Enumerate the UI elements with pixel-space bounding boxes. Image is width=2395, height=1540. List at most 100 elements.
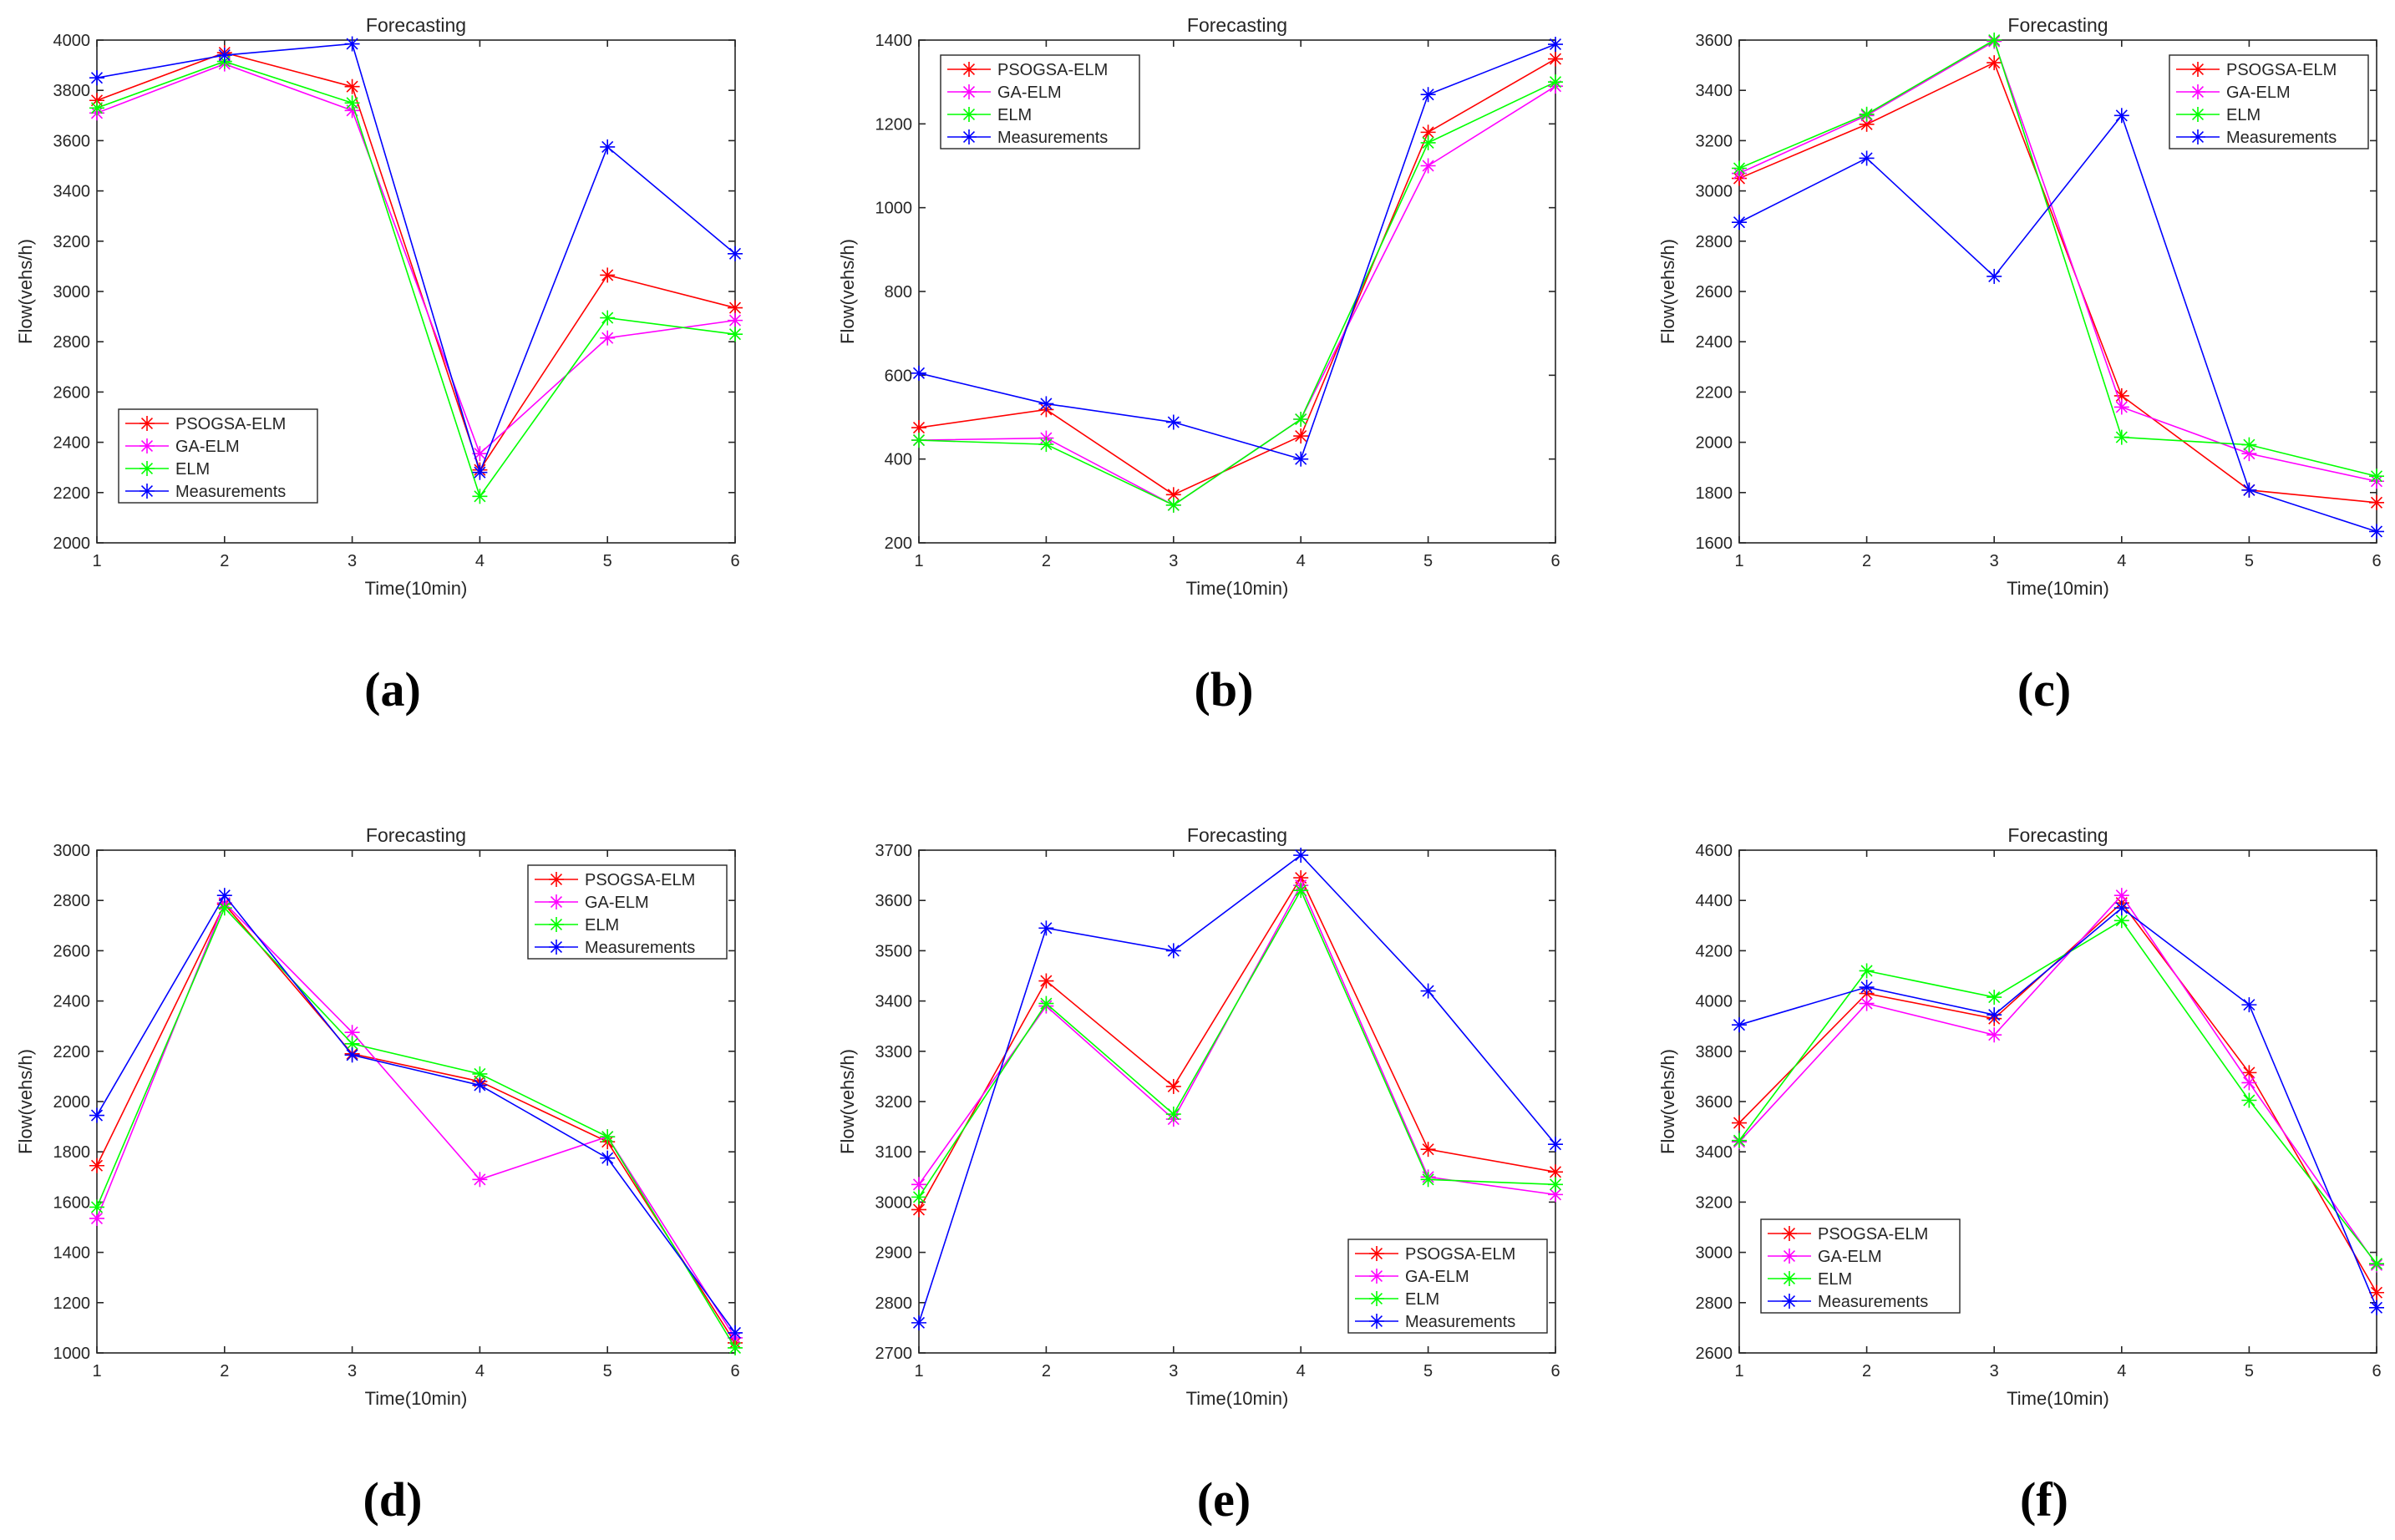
marker-stroke xyxy=(90,72,104,84)
legend-item: ELM xyxy=(2176,106,2261,124)
x-tick-label: 5 xyxy=(603,1362,612,1380)
legend-label: GA-ELM xyxy=(1405,1268,1469,1286)
y-tick-label: 1000 xyxy=(53,1345,91,1363)
series-ga-elm xyxy=(89,56,743,462)
data-point xyxy=(1293,412,1309,428)
x-tick-label: 4 xyxy=(475,1362,485,1380)
marker-stroke xyxy=(912,421,926,434)
y-axis-label: Flow(vehs/h) xyxy=(15,239,36,344)
marker-stroke xyxy=(2191,108,2205,121)
x-axis-label: Time(10min) xyxy=(2007,578,2109,599)
y-tick-label: 2800 xyxy=(875,1294,913,1313)
data-point xyxy=(1732,1132,1747,1148)
marker-stroke xyxy=(550,873,563,886)
legend-marker xyxy=(549,894,564,909)
data-point xyxy=(728,246,743,261)
data-point xyxy=(1732,215,1747,230)
y-axis-label: Flow(vehs/h) xyxy=(1657,239,1678,344)
marker-stroke xyxy=(1733,216,1746,229)
data-point xyxy=(344,36,360,52)
y-tick-label: 4200 xyxy=(1696,942,1733,960)
series-line xyxy=(918,889,1556,1198)
x-tick-label: 2 xyxy=(1042,1362,1051,1380)
data-point xyxy=(1859,150,1875,166)
chart-title: Forecasting xyxy=(1187,824,1287,846)
marker-stroke xyxy=(218,49,231,62)
marker-stroke xyxy=(2191,85,2205,99)
data-point xyxy=(600,330,616,346)
x-tick-label: 3 xyxy=(1169,1362,1178,1380)
marker-stroke xyxy=(601,1152,614,1164)
marker-stroke xyxy=(1783,1249,1796,1263)
marker-stroke xyxy=(218,902,231,914)
legend-marker xyxy=(1369,1314,1384,1329)
x-tick-label: 4 xyxy=(2117,1362,2126,1380)
data-point xyxy=(911,1315,926,1330)
legend-marker xyxy=(1782,1249,1797,1264)
data-point xyxy=(1038,920,1054,936)
series-line xyxy=(96,63,736,455)
x-tick-label: 5 xyxy=(1423,1362,1433,1380)
data-point xyxy=(2113,888,2129,904)
chart-title: Forecasting xyxy=(2007,824,2108,846)
marker-stroke xyxy=(1988,33,2001,47)
marker-stroke xyxy=(346,1049,358,1061)
y-tick-label: 3000 xyxy=(1696,1244,1733,1263)
marker-stroke xyxy=(1783,1272,1796,1285)
legend-item: GA-ELM xyxy=(1768,1248,1882,1266)
data-point xyxy=(89,1158,104,1173)
series-line xyxy=(1738,38,2377,478)
marker-stroke xyxy=(912,434,926,447)
marker-stroke xyxy=(1783,1227,1796,1240)
y-tick-label: 2800 xyxy=(1696,1294,1733,1313)
marker-stroke xyxy=(1422,126,1434,139)
x-tick-label: 3 xyxy=(1169,552,1178,570)
legend-label: Measurements xyxy=(585,939,695,957)
legend: PSOGSA-ELM GA-ELM ELM Measurements xyxy=(118,408,318,504)
legend-item: GA-ELM xyxy=(535,894,649,912)
legend-item: PSOGSA-ELM xyxy=(947,61,1108,79)
y-tick-label: 3600 xyxy=(875,892,913,910)
y-tick-label: 200 xyxy=(885,534,912,553)
series-measurements xyxy=(911,848,1563,1330)
marker-stroke xyxy=(962,108,976,121)
chart-title: Forecasting xyxy=(366,14,466,36)
data-point xyxy=(1548,1177,1563,1193)
data-point xyxy=(1165,1078,1181,1094)
x-tick-label: 5 xyxy=(2245,1362,2254,1380)
data-point xyxy=(2369,494,2384,510)
x-tick-label: 2 xyxy=(1862,1362,1871,1380)
panel-label: (a) xyxy=(364,662,421,717)
y-tick-label: 4000 xyxy=(1696,993,1733,1011)
y-tick-label: 2700 xyxy=(875,1345,913,1363)
y-tick-label: 1800 xyxy=(1696,484,1733,503)
legend-label: PSOGSA-ELM xyxy=(175,415,286,433)
legend-marker xyxy=(962,129,977,144)
y-tick-label: 600 xyxy=(885,367,912,385)
marker-stroke xyxy=(1549,1138,1562,1151)
legend-label: ELM xyxy=(997,106,1032,124)
marker-stroke xyxy=(2370,525,2383,538)
data-point xyxy=(2113,399,2129,415)
legend-label: GA-ELM xyxy=(2226,84,2291,102)
x-tick-label: 1 xyxy=(914,552,923,570)
x-tick-label: 3 xyxy=(1990,1362,1999,1380)
legend-item: PSOGSA-ELM xyxy=(535,871,695,889)
y-tick-label: 3000 xyxy=(53,842,91,860)
marker-stroke xyxy=(1988,270,2001,282)
series-measurements xyxy=(911,37,1563,467)
y-tick-label: 1800 xyxy=(53,1143,91,1162)
y-tick-label: 2200 xyxy=(53,1043,91,1061)
marker-stroke xyxy=(1422,985,1434,997)
series-measurements xyxy=(89,888,743,1340)
series-line xyxy=(918,876,1556,1210)
series-ga-elm xyxy=(1732,888,2384,1273)
marker-stroke xyxy=(1295,430,1307,443)
marker-stroke xyxy=(2115,914,2128,927)
chart-panel-a: 1 2 3 4 5 6 2000 2200 2400 2600 2800 3000 3200 3400 36… xyxy=(15,14,743,717)
marker-stroke xyxy=(601,140,614,153)
data-point xyxy=(2369,1256,2384,1272)
data-point xyxy=(472,464,488,480)
legend: PSOGSA-ELM GA-ELM ELM Measurements xyxy=(940,54,1140,149)
legend-marker xyxy=(2190,107,2205,122)
